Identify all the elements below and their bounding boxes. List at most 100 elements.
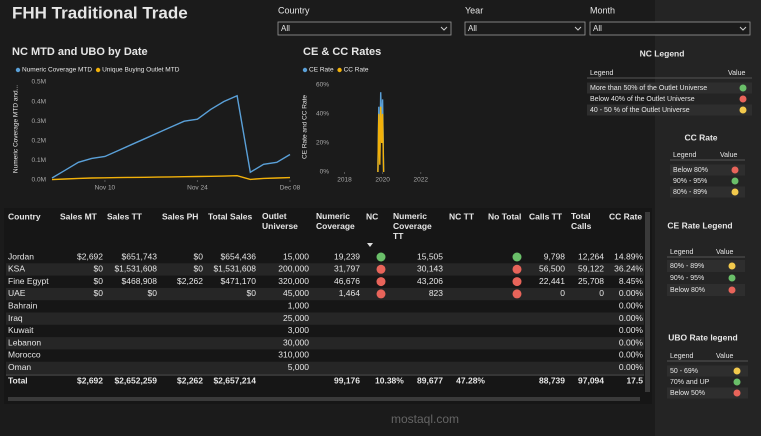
status-icon	[376, 252, 386, 262]
series-line	[51, 174, 291, 181]
table-cell: $2,692	[77, 251, 103, 261]
table-cell: 30,000	[283, 337, 309, 347]
status-icon	[512, 264, 522, 274]
legend-title: CC Rate	[684, 132, 717, 142]
column-header[interactable]: Numeric Coverage TT	[393, 211, 432, 241]
legend-row	[587, 104, 752, 116]
legend-label: CC Rate	[344, 67, 369, 74]
table-cell: Oman	[8, 362, 31, 372]
column-header[interactable]: Sales TT	[107, 211, 143, 221]
column-header[interactable]: Calls TT	[529, 211, 563, 221]
column-header[interactable]: Sales PH	[162, 211, 198, 221]
table-cell: Lebanon	[8, 337, 41, 347]
column-header[interactable]: NC	[366, 211, 378, 221]
legend-row	[667, 387, 748, 399]
column-header[interactable]: Total Sales	[208, 211, 253, 221]
column-header[interactable]: No Total	[488, 211, 521, 221]
table-cell: Morocco	[8, 350, 41, 360]
x-tick-label: Nov 10	[95, 185, 116, 192]
table-cell: 310,000	[278, 350, 309, 360]
table-cell: 0.00%	[619, 313, 644, 323]
table-cell: 30,143	[417, 264, 443, 274]
table-cell: Bahrain	[8, 300, 38, 310]
status-icon	[512, 289, 522, 299]
column-header[interactable]: CC Rate	[609, 211, 642, 221]
y-axis-label: Numeric Coverage MTD and...	[13, 85, 20, 173]
legend-header: Legend	[590, 70, 613, 77]
table-cell: 1,464	[339, 288, 361, 298]
table-cell: $0	[247, 288, 257, 298]
legend-row	[670, 186, 745, 198]
legend-item-label: Below 40% of the Outlet Universe	[590, 96, 695, 103]
y-tick-label: 40%	[316, 111, 329, 118]
legend-marker	[337, 67, 342, 73]
row-stripe	[6, 263, 644, 276]
legend-item-label: 50 - 69%	[670, 368, 698, 375]
legend-row	[670, 164, 745, 176]
x-tick-label: Nov 24	[187, 185, 208, 192]
h-scrollbar	[8, 397, 640, 401]
row-stripe	[6, 312, 644, 325]
total-cell: 99,176	[334, 375, 360, 385]
table-cell: Iraq	[8, 313, 23, 323]
column-header[interactable]: Total Calls	[571, 211, 592, 231]
column-header[interactable]: Outlet Universe	[262, 211, 298, 231]
legend-item-label: 70% and UP	[670, 379, 710, 386]
y-tick-label: 0.4M	[32, 98, 46, 105]
filter-dropdown[interactable]	[277, 21, 452, 36]
table-cell: Kuwait	[8, 325, 34, 335]
series-line	[51, 94, 291, 179]
table-cell: 36.24%	[614, 264, 643, 274]
legend-header: Legend	[670, 249, 693, 256]
total-cell: 89,677	[417, 375, 443, 385]
y-tick-label: 0.3M	[32, 118, 46, 125]
table-cell: $0	[94, 288, 104, 298]
watermark: mostaql.com	[391, 412, 459, 426]
legend-swatch	[731, 188, 739, 196]
column-header[interactable]: Sales MT	[60, 211, 98, 221]
table-cell: 9,798	[544, 251, 566, 261]
series-line	[377, 92, 385, 173]
chart-title: NC MTD and UBO by Date	[12, 46, 148, 58]
table-cell: $1,531,608	[114, 264, 157, 274]
table-cell: 46,676	[334, 276, 360, 286]
column-header[interactable]: Numeric Coverage	[316, 211, 355, 231]
filter-dropdown[interactable]	[589, 21, 751, 36]
y-tick-label: 0.1M	[32, 157, 46, 164]
table-cell: $0	[194, 264, 204, 274]
status-icon	[512, 277, 522, 287]
legend-item-label: 80% - 89%	[670, 263, 704, 270]
total-cell: 88,739	[539, 375, 565, 385]
table-cell: 19,239	[334, 251, 360, 261]
table-cell: $651,743	[122, 251, 158, 261]
legend-item-label: 40 - 50 % of the Outlet Universe	[590, 107, 690, 114]
legend-label: CE Rate	[309, 67, 334, 74]
table-cell: 45,000	[283, 288, 309, 298]
legend-item-label: Below 80%	[673, 167, 708, 174]
column-header[interactable]: Country	[8, 211, 41, 221]
series-line	[377, 106, 385, 173]
filter-value: All	[468, 24, 477, 33]
column-header[interactable]: NC TT	[449, 211, 475, 221]
filter-dropdown[interactable]	[464, 21, 586, 36]
table-cell: 56,500	[539, 264, 565, 274]
table-cell: 0	[560, 288, 565, 298]
dropdown-chevron	[739, 26, 747, 31]
table-cell: $2,262	[177, 276, 203, 286]
table-cell: 43,206	[417, 276, 443, 286]
y-tick-label: 0.0M	[32, 177, 46, 184]
table-cell: 25,708	[578, 276, 604, 286]
dropdown-chevron	[574, 26, 582, 31]
legend-swatch	[733, 378, 741, 386]
side-panel	[655, 0, 761, 436]
legend-marker	[302, 67, 308, 73]
table-cell: 5,000	[288, 362, 310, 372]
x-tick-label: 2018	[337, 177, 352, 184]
legend-item-label: Below 80%	[670, 287, 705, 294]
table-cell: 0.00%	[619, 325, 644, 335]
legend-swatch	[728, 262, 736, 270]
legend-swatch	[731, 177, 739, 185]
status-icon	[376, 277, 386, 287]
legend-swatch	[739, 106, 747, 114]
y-tick-label: 0.2M	[32, 137, 46, 144]
